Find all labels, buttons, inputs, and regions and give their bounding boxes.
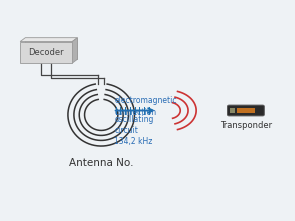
- Text: Antenna No.: Antenna No.: [69, 158, 133, 168]
- Polygon shape: [20, 38, 78, 42]
- Polygon shape: [72, 38, 78, 63]
- FancyBboxPatch shape: [230, 108, 235, 113]
- FancyBboxPatch shape: [227, 105, 264, 116]
- FancyBboxPatch shape: [20, 42, 72, 63]
- Polygon shape: [25, 38, 78, 59]
- Text: electromagnetic
connection: electromagnetic connection: [114, 97, 177, 117]
- FancyBboxPatch shape: [237, 108, 255, 113]
- Text: oscillating
circuit
134,2 kHz: oscillating circuit 134,2 kHz: [114, 115, 154, 147]
- Text: Transponder: Transponder: [220, 121, 272, 130]
- Text: Decoder: Decoder: [28, 48, 64, 57]
